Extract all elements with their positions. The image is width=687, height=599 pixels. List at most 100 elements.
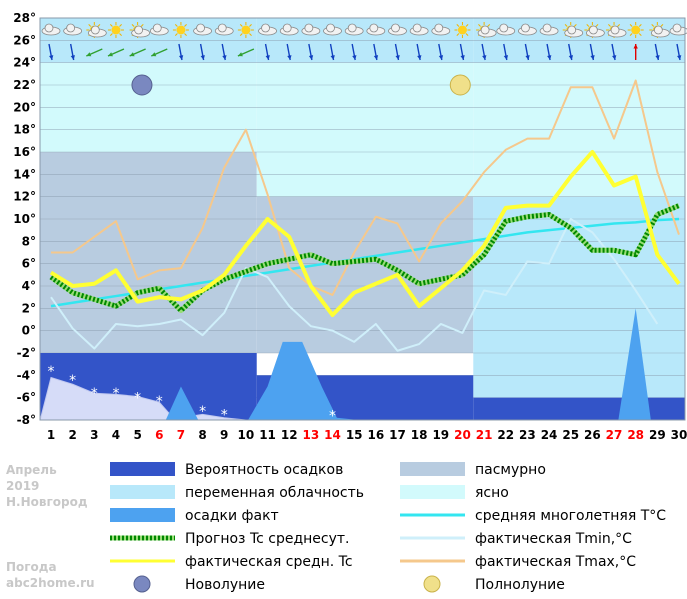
- wind-arrowhead-icon: [352, 55, 357, 60]
- x-tick-label: 14: [324, 428, 341, 442]
- cloud-puff: [326, 23, 335, 33]
- x-tick-label: 26: [584, 428, 601, 442]
- sun-ray: [97, 23, 101, 27]
- wind-arrowhead-icon: [438, 55, 444, 60]
- new-moon-icon: [131, 74, 153, 96]
- snow-mark: *: [48, 364, 55, 380]
- sun-ray: [595, 23, 599, 27]
- plot-frame: [39, 17, 686, 421]
- snow-mark: *: [112, 386, 119, 402]
- cloud-puff: [653, 25, 663, 35]
- y-tick-label: 0°: [22, 324, 36, 338]
- cloud-puff: [347, 23, 357, 33]
- x-tick-label: 20: [454, 428, 471, 442]
- wind-arrowhead-icon: [547, 55, 552, 60]
- sun-ray: [174, 23, 178, 27]
- cloud-puff: [152, 23, 162, 33]
- wind-arrowhead-icon: [460, 55, 465, 60]
- legend-label: фактическая Tmin,°C: [475, 531, 632, 547]
- legend-swatch: [400, 485, 465, 499]
- sun-ray: [109, 23, 113, 27]
- full-moon-icon: [449, 74, 471, 96]
- cloud-puff: [44, 23, 54, 33]
- wind-arrowhead-icon: [222, 55, 227, 60]
- x-tick-label: 24: [541, 428, 558, 442]
- precip-probability-bar: [473, 397, 685, 420]
- caption-city: Н.Новгород: [6, 495, 88, 509]
- precip-fact: [165, 308, 651, 420]
- sun-ray: [465, 23, 469, 27]
- x-tick-label: 16: [367, 428, 384, 442]
- x-tick-label: 3: [90, 428, 98, 442]
- sun-ray: [131, 23, 135, 27]
- wind-arrowhead-icon: [525, 55, 530, 60]
- snow-mark: *: [69, 373, 76, 389]
- legend-label: Прогноз Tc среднесут.: [185, 531, 350, 547]
- x-tick-label: 8: [198, 428, 206, 442]
- cloud-puff: [90, 25, 100, 35]
- sun-ray: [638, 33, 642, 37]
- y-tick-label: 8°: [22, 234, 36, 248]
- cloud-puff: [499, 23, 509, 33]
- y-axis: 28° 26° 24° 22° 20° 18° 16° 14° 12° 10° 8° 6° 4° 2° 0°…: [13, 11, 36, 427]
- x-tick-label: 22: [497, 428, 514, 442]
- cloud-puff: [66, 23, 76, 33]
- x-tick-label: 25: [562, 428, 579, 442]
- x-tick-label: 17: [389, 428, 406, 442]
- snow-cover-area: [39, 376, 246, 421]
- x-axis: 1 2 3 4 5 6 7 8 9 10 11 12 13 14 15 16 17 18 19 20 21 22 23 24 2…: [47, 428, 687, 442]
- x-tick-label: 23: [519, 428, 536, 442]
- wind-arrowhead-icon: [287, 55, 292, 60]
- snow-mark: *: [91, 386, 98, 402]
- wind-arrowhead-icon: [237, 52, 243, 57]
- x-tick-label: 13: [303, 428, 320, 442]
- sun-ray: [456, 33, 460, 37]
- snow-mark: *: [156, 394, 163, 410]
- wind-arrowhead-icon: [395, 55, 400, 60]
- y-tick-label: 4°: [22, 279, 36, 293]
- legend-label: средняя многолетняя T°C: [475, 508, 666, 524]
- legend-label: осадки факт: [185, 508, 279, 524]
- sun-icon: [241, 25, 251, 35]
- sun-ray: [573, 23, 577, 27]
- wind-arrowhead-icon: [151, 52, 157, 57]
- wind-arrowhead-icon: [129, 52, 135, 57]
- cloud-puff: [282, 23, 292, 33]
- legend-label: Вероятность осадков: [185, 462, 343, 478]
- forecast-series-underlay: [49, 203, 680, 314]
- sun-ray: [638, 23, 642, 27]
- sun-ray: [239, 33, 243, 37]
- cloud-puff: [588, 25, 598, 35]
- wind-arrowhead-icon: [417, 55, 422, 60]
- cloud-puff: [567, 25, 577, 35]
- sun-icon: [631, 25, 641, 35]
- wind-arrowhead-icon: [612, 55, 617, 60]
- wind-icon-row: [48, 43, 682, 61]
- wind-arrowhead-icon: [677, 55, 682, 60]
- wind-arrowhead-icon: [70, 55, 75, 60]
- sun-ray: [119, 33, 122, 37]
- sun-ray: [184, 33, 187, 37]
- cloud-band-overcast: [40, 152, 257, 353]
- sun-ray: [249, 23, 252, 27]
- y-tick-label: -2°: [17, 346, 36, 360]
- sun-ray: [608, 23, 611, 27]
- sun-ray: [478, 23, 481, 27]
- legend-swatch: [110, 508, 175, 522]
- y-tick-label: 20°: [13, 100, 36, 114]
- cloud-puff: [217, 23, 227, 33]
- cloud-puff: [261, 23, 270, 33]
- y-tick-label: -8°: [17, 413, 36, 427]
- y-tick-label: 2°: [22, 301, 36, 315]
- y-tick-label: -4°: [17, 368, 36, 382]
- caption: Апрель 2019 Н.Новгород Погода abc2home.r…: [6, 463, 95, 590]
- y-tick-label: -6°: [17, 391, 36, 405]
- wind-arrowhead-icon: [590, 55, 595, 60]
- series-line-4: [50, 218, 659, 352]
- sun-ray: [119, 23, 122, 27]
- legend-swatch: [110, 462, 175, 476]
- wind-arrowhead-icon: [503, 55, 509, 60]
- legend-label: ясно: [475, 485, 509, 501]
